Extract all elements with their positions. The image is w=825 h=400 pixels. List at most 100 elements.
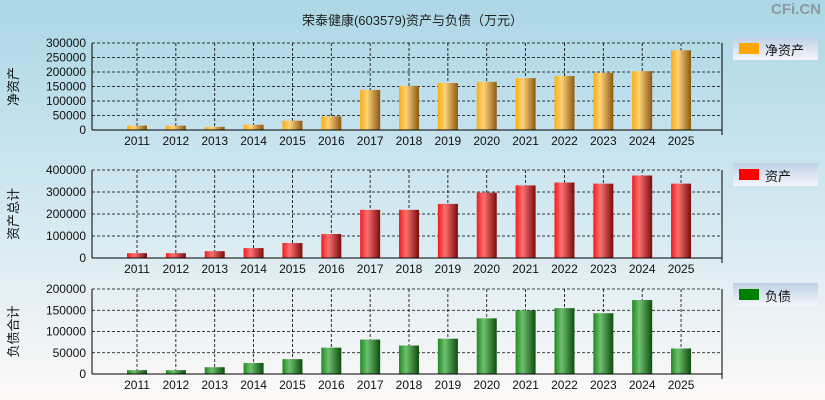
x-tick-label: 2014 — [240, 134, 267, 148]
y-axis-label: 负债合计 — [6, 305, 21, 357]
bar-2015 — [282, 120, 303, 130]
legend-liabilities: 负债 — [733, 283, 818, 306]
x-tick-label: 2019 — [435, 134, 462, 148]
y-tick-label: 400000 — [46, 163, 86, 177]
bar-2022 — [554, 182, 575, 258]
bar-2019 — [437, 203, 458, 258]
bar-2021 — [515, 310, 536, 374]
x-tick-label: 2012 — [163, 134, 190, 148]
x-tick-label: 2020 — [473, 378, 500, 392]
bar-2012 — [165, 370, 186, 374]
x-tick-label: 2017 — [357, 378, 384, 392]
y-tick-label: 50000 — [53, 346, 87, 360]
bar-2023 — [593, 313, 614, 374]
bar-2015 — [282, 243, 303, 258]
y-axis-label: 资产总计 — [6, 188, 21, 240]
legend-assets: 资产 — [733, 163, 818, 186]
bar-2016 — [321, 116, 342, 130]
x-tick-label: 2022 — [551, 134, 578, 148]
y-tick-label: 300000 — [46, 185, 86, 199]
x-tick-label: 2025 — [668, 262, 695, 276]
x-tick-label: 2025 — [668, 134, 695, 148]
bar-2025 — [671, 183, 692, 258]
legend-label: 资产 — [765, 169, 792, 184]
legend-label: 净资产 — [765, 43, 805, 58]
bar-2023 — [593, 72, 614, 130]
x-tick-label: 2011 — [124, 262, 150, 276]
x-tick-label: 2018 — [396, 378, 423, 392]
y-tick-label: 200000 — [46, 282, 86, 296]
y-tick-label: 150000 — [46, 80, 86, 94]
x-tick-label: 2019 — [435, 262, 462, 276]
legend-label: 负债 — [765, 289, 792, 304]
chart-title: 荣泰健康(603579)资产与负债（万元） — [301, 13, 524, 28]
y-tick-label: 100000 — [46, 229, 86, 243]
x-tick-label: 2016 — [318, 262, 345, 276]
y-tick-label: 150000 — [46, 303, 86, 317]
x-tick-label: 2015 — [279, 262, 306, 276]
x-tick-label: 2021 — [512, 378, 539, 392]
bar-2013 — [204, 126, 225, 130]
y-tick-label: 0 — [79, 123, 86, 137]
x-tick-label: 2014 — [240, 262, 267, 276]
legend-swatch — [739, 289, 759, 300]
y-tick-label: 300000 — [46, 36, 86, 50]
watermark-logo: CFi.CN — [771, 1, 821, 18]
y-tick-label: 50000 — [53, 109, 87, 123]
bar-2022 — [554, 308, 575, 374]
x-tick-label: 2013 — [201, 134, 228, 148]
bar-2023 — [593, 183, 614, 258]
x-tick-label: 2016 — [318, 134, 345, 148]
bar-2014 — [243, 124, 264, 130]
bar-2017 — [360, 209, 381, 258]
x-tick-label: 2022 — [551, 378, 578, 392]
x-tick-label: 2019 — [435, 378, 462, 392]
bar-2020 — [476, 81, 497, 130]
bar-2025 — [671, 50, 692, 130]
x-tick-label: 2017 — [357, 134, 384, 148]
bar-2014 — [243, 248, 264, 258]
bar-2013 — [204, 367, 225, 374]
bar-2011 — [127, 253, 147, 258]
bar-2020 — [476, 318, 497, 374]
bar-2015 — [282, 359, 303, 374]
y-tick-label: 200000 — [46, 207, 86, 221]
x-tick-label: 2015 — [279, 378, 306, 392]
x-tick-label: 2011 — [124, 134, 150, 148]
x-tick-label: 2025 — [668, 378, 695, 392]
x-tick-label: 2013 — [201, 262, 228, 276]
x-tick-label: 2020 — [473, 262, 500, 276]
bar-2024 — [632, 300, 653, 374]
bar-2013 — [204, 251, 225, 258]
bar-2016 — [321, 234, 342, 258]
bar-2014 — [243, 362, 264, 374]
bar-2012 — [165, 253, 186, 258]
bar-2017 — [360, 339, 381, 374]
x-tick-label: 2024 — [629, 262, 656, 276]
y-tick-label: 250000 — [46, 51, 86, 65]
y-tick-label: 100000 — [46, 94, 86, 108]
y-tick-label: 0 — [79, 367, 86, 381]
x-tick-label: 2013 — [201, 378, 228, 392]
x-tick-label: 2024 — [629, 134, 656, 148]
bar-2021 — [515, 185, 536, 258]
x-tick-label: 2014 — [240, 378, 267, 392]
bar-2018 — [399, 345, 420, 374]
y-tick-label: 0 — [79, 251, 86, 265]
x-tick-label: 2016 — [318, 378, 345, 392]
x-tick-label: 2022 — [551, 262, 578, 276]
bar-2017 — [360, 89, 381, 130]
x-tick-label: 2012 — [163, 378, 190, 392]
bar-2011 — [127, 125, 147, 130]
bar-2012 — [165, 125, 186, 130]
bar-2018 — [399, 209, 420, 258]
bar-2022 — [554, 76, 575, 130]
x-tick-label: 2023 — [590, 262, 617, 276]
x-tick-label: 2018 — [396, 134, 423, 148]
x-tick-label: 2024 — [629, 378, 656, 392]
bar-2018 — [399, 85, 420, 130]
y-tick-label: 100000 — [46, 325, 86, 339]
x-tick-label: 2015 — [279, 134, 306, 148]
